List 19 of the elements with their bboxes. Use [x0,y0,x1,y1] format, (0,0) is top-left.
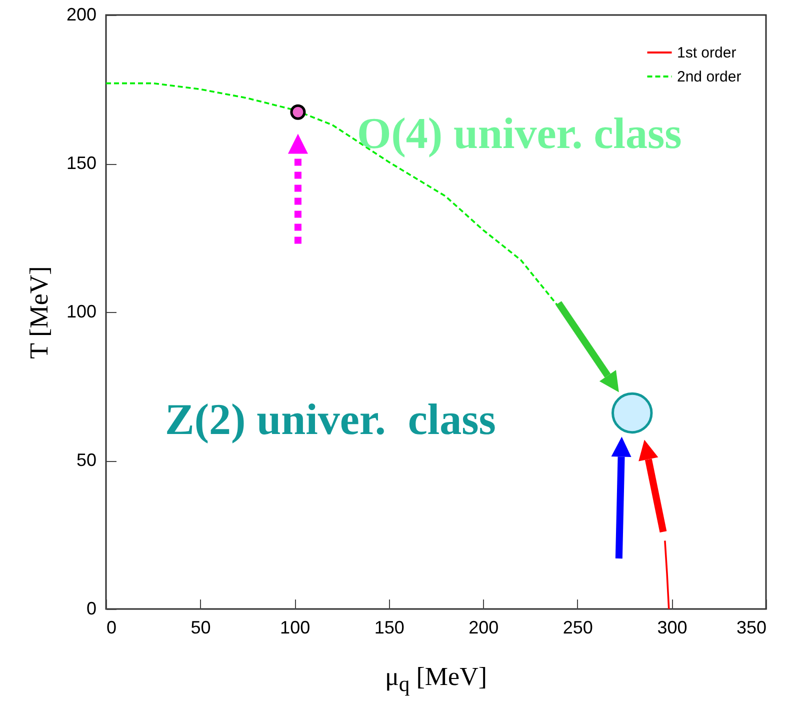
x-tick-label: 0 [106,618,117,638]
x-tick-label: 350 [736,618,766,638]
y-tick-label: 200 [66,4,96,24]
x-tick-label: 100 [280,618,310,638]
annotation: O(4) univer. class [357,109,682,158]
x-tick-label: 300 [657,618,688,638]
y-tick-label: 50 [76,450,96,470]
x-tick-label: 200 [468,618,499,638]
y-tick-label: 100 [66,302,96,322]
y-axis-title: T [MeV] [24,266,54,359]
x-axis-title: μ$_{q}$ [MeV] [384,662,488,698]
y-tick-label: 150 [66,153,96,173]
y-tick-label: 0 [86,598,96,618]
x-tick-label: 50 [190,618,211,638]
x-tick-label: 250 [562,618,593,638]
legend-label: 1st order [677,44,736,62]
legend-label: 2nd order [677,68,742,86]
annotation: Z(2) univer. class [165,395,496,444]
x-tick-label: 150 [374,618,404,638]
